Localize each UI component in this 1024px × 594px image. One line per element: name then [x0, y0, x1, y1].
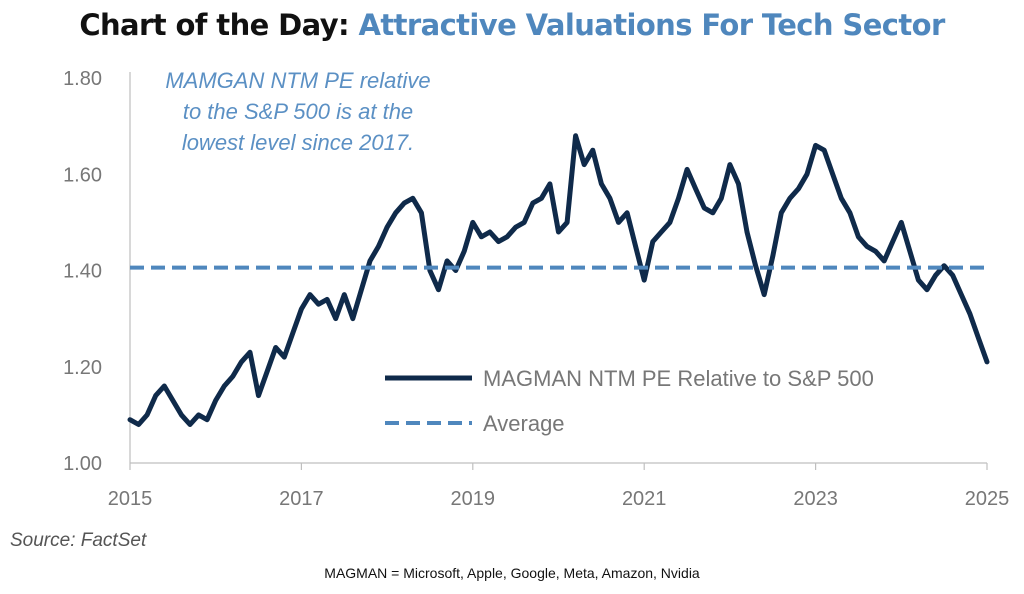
y-tick-label: 1.80 — [63, 68, 102, 90]
chart-title-main: Chart of the Day: — [79, 8, 350, 42]
x-tick-label: 2017 — [279, 488, 324, 510]
x-tick-label: 2019 — [451, 488, 496, 510]
y-tick-label: 1.20 — [63, 357, 102, 379]
chart-axes: 1.00 1.20 1.40 1.60 1.80 2015 2017 2019 2021 2023… — [63, 68, 1009, 510]
chart-annotation: MAMGAN NTM PE relative to the S&P 500 is … — [165, 68, 430, 155]
chart-title-sub: Attractive Valuations For Tech Sector — [358, 8, 946, 42]
relative-pe-line — [127, 133, 990, 427]
y-tick-label: 1.00 — [63, 453, 102, 475]
annotation-line: MAMGAN NTM PE relative — [165, 68, 430, 93]
chart-legend: MAGMAN NTM PE Relative to S&P 500 Average — [385, 366, 874, 436]
source-note: Source: FactSet — [10, 530, 147, 551]
x-tick-label: 2025 — [965, 488, 1010, 510]
x-tick-label: 2021 — [622, 488, 667, 510]
annotation-line: lowest level since 2017. — [182, 130, 414, 155]
annotation-line: to the S&P 500 is at the — [183, 99, 413, 124]
x-tick-label: 2015 — [108, 488, 153, 510]
legend-label-average: Average — [483, 411, 565, 436]
chart-title: Chart of the Day: Attractive Valuations … — [0, 8, 1024, 42]
y-tick-label: 1.40 — [63, 261, 102, 283]
series-layer — [127, 133, 990, 427]
y-tick-label: 1.60 — [63, 164, 102, 186]
footnote: MAGMAN = Microsoft, Apple, Google, Meta,… — [324, 565, 700, 581]
legend-label-series: MAGMAN NTM PE Relative to S&P 500 — [483, 366, 874, 391]
x-tick-label: 2023 — [793, 488, 838, 510]
